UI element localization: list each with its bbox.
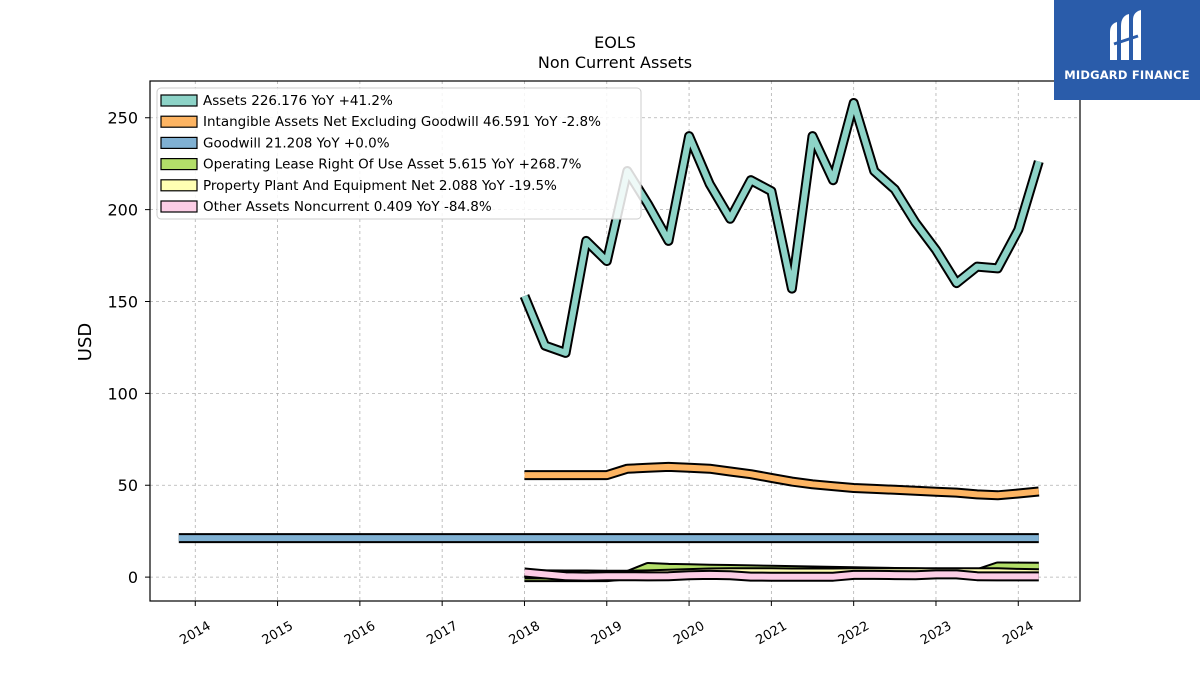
- y-axis-label: USD: [75, 323, 96, 361]
- x-tick-label: 2019: [589, 619, 625, 649]
- y-tick-label: 50: [118, 476, 138, 495]
- legend-swatch: [160, 158, 198, 171]
- x-tick-label: 2023: [918, 619, 954, 649]
- legend-label: Other Assets Noncurrent 0.409 YoY -84.8%: [203, 199, 492, 215]
- chart-subtitle: Non Current Assets: [538, 53, 692, 72]
- series-line: [524, 569, 1039, 580]
- series-layer: [178, 98, 1044, 583]
- legend-label: Goodwill 21.208 YoY +0.0%: [203, 135, 390, 151]
- x-tick-label: 2018: [507, 619, 543, 649]
- logo-mark-icon: [1110, 10, 1141, 60]
- legend-label: Intangible Assets Net Excluding Goodwill…: [203, 114, 601, 130]
- series-line: [521, 100, 1042, 356]
- y-tick-label: 200: [107, 201, 138, 220]
- x-tick-label: 2022: [836, 619, 872, 649]
- series-line: [524, 463, 1040, 499]
- x-tick-label: 2020: [671, 619, 707, 649]
- chart-title: EOLS: [594, 33, 636, 52]
- x-tick-label: 2017: [424, 619, 460, 649]
- y-tick-label: 100: [107, 384, 138, 403]
- legend: Assets 226.176 YoY +41.2% Intangible Asse…: [156, 87, 642, 220]
- legend-box: [156, 87, 642, 220]
- x-tick-label: 2015: [260, 619, 296, 649]
- legend-swatch: [160, 94, 198, 107]
- x-tick-label: 2021: [754, 619, 790, 649]
- legend-swatch: [160, 200, 198, 213]
- x-tick-label: 2014: [177, 619, 213, 649]
- legend-label: Assets 226.176 YoY +41.2%: [203, 93, 393, 109]
- legend-swatch: [160, 115, 198, 128]
- logo: MIDGARD FINANCE: [1054, 0, 1200, 100]
- y-tick-label: 0: [128, 568, 138, 587]
- legend-swatch: [160, 136, 198, 149]
- legend-swatch: [160, 179, 198, 192]
- x-tick-label: 2016: [342, 619, 378, 649]
- y-tick-label: 150: [107, 292, 138, 311]
- plot-frame: [149, 80, 1081, 602]
- legend-label: Property Plant And Equipment Net 2.088 Y…: [203, 178, 557, 194]
- legend-label: Operating Lease Right Of Use Asset 5.615…: [203, 157, 582, 173]
- logo-text: MIDGARD FINANCE: [1064, 68, 1190, 82]
- x-tick-label: 2024: [1000, 619, 1036, 649]
- y-tick-label: 250: [107, 109, 138, 128]
